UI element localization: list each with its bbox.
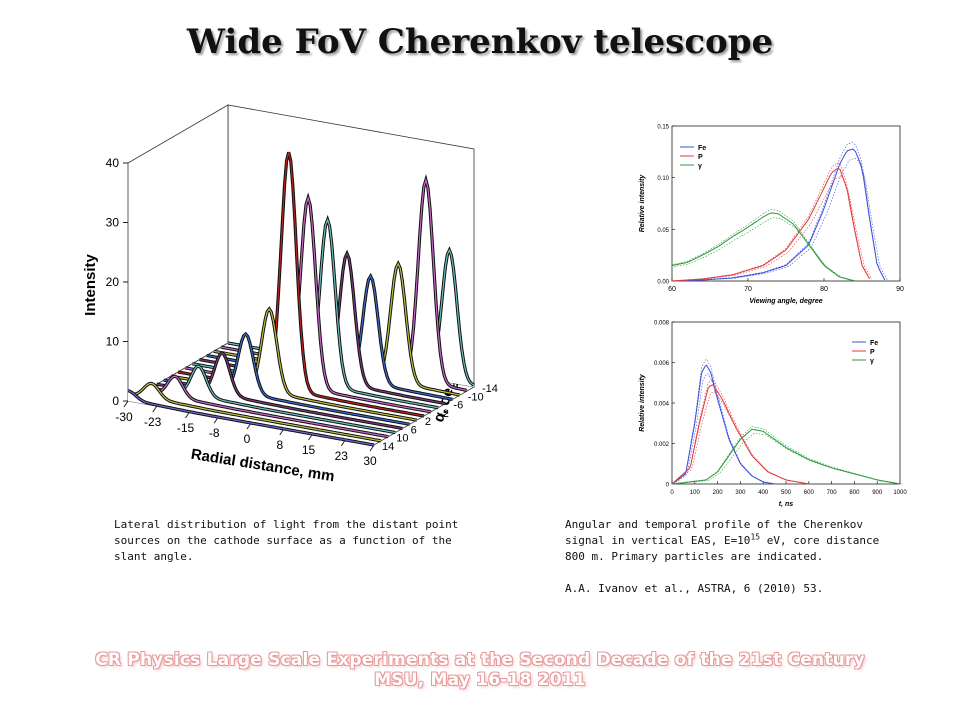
- z-axis-title: Intensity: [82, 254, 99, 316]
- legend-label: γ: [870, 358, 874, 365]
- x-tick-label: 200: [713, 490, 724, 496]
- z-tick-label: 30: [106, 216, 120, 230]
- y-tick-label: 0.05: [657, 228, 669, 234]
- z-tick-label: 0: [112, 394, 119, 408]
- y-tick-label: -10: [468, 391, 484, 403]
- legend-label: γ: [698, 163, 702, 170]
- z-tick-label: 20: [106, 275, 120, 289]
- y-tick-label: 0.002: [654, 442, 670, 448]
- z-tick-label: 10: [106, 335, 120, 349]
- series-line: [671, 212, 855, 282]
- temporal-profile-chart: 0 100 200 300 400 500 600 700 800 900 1000 0 0.002 0.…: [639, 321, 907, 509]
- y-tick-label: -6: [453, 400, 463, 412]
- x-tick-label: 800: [849, 490, 860, 496]
- ridge-fill: [156, 353, 403, 429]
- slide-title: Wide FoV Cherenkov telescope: [186, 22, 774, 62]
- x-tick-label: 900: [872, 490, 883, 496]
- x-tick-label: -23: [144, 415, 162, 429]
- y-tick-label: -14: [482, 383, 498, 395]
- x-tick-label: 1000: [893, 490, 907, 496]
- caption-part-2: eV, core distance 800 m. Primary particl…: [565, 534, 880, 563]
- x-tick-label: 70: [744, 286, 752, 293]
- legend-label: Fe: [870, 340, 878, 347]
- x-tick-label: 0: [244, 432, 251, 446]
- x-tick-label: 15: [302, 443, 316, 457]
- y-tick-label: 0.15: [657, 125, 669, 131]
- legend-label: P: [698, 154, 703, 161]
- series-band-lower: [674, 217, 857, 282]
- ridge-fill: [178, 152, 424, 417]
- x-tick-label: 80: [820, 286, 828, 293]
- x-tick-label: 90: [896, 286, 904, 293]
- x-tick-label: 60: [668, 286, 676, 293]
- x-tick-label: 700: [827, 490, 838, 496]
- legend-label: Fe: [698, 145, 706, 152]
- ridge-fill: [228, 250, 474, 387]
- z-tick-label: 40: [106, 156, 120, 170]
- y-tick-label: 6: [411, 424, 417, 436]
- legend-label: P: [870, 349, 875, 356]
- series-line: [671, 167, 871, 282]
- plot-frame: [671, 125, 901, 282]
- ridge-line: [134, 382, 382, 442]
- plot-frame: [671, 321, 901, 485]
- y-tick-label: 0.00: [657, 280, 669, 286]
- x-tick-label: 0: [670, 490, 674, 496]
- caption-text: Angular and temporal profile of the Cher…: [565, 517, 895, 565]
- ridge-fill: [185, 198, 432, 412]
- reference-citation: A.A. Ivanov et al., ASTRA, 6 (2010) 53.: [565, 582, 824, 595]
- ridge-line: [127, 390, 375, 446]
- x-tick-mark: [123, 400, 129, 408]
- caption-part-1: Angular and temporal profile of the Cher…: [565, 518, 864, 547]
- series-band-upper: [671, 142, 886, 282]
- y-tick-label: 0.006: [654, 361, 670, 367]
- conference-footer-date: MSU, May 16-18 2011: [374, 670, 586, 690]
- x-tick-label: 300: [735, 490, 746, 496]
- y-tick-label: 0: [666, 483, 670, 489]
- y-tick-label: -2: [439, 408, 449, 420]
- ridge-fill: [213, 263, 460, 396]
- y-tick-label: 2: [425, 416, 431, 428]
- x-axis-title: Viewing angle, degree: [749, 298, 822, 305]
- series-band-lower: [674, 158, 888, 282]
- x-axis-title: t, ns: [779, 501, 793, 508]
- series-line: [671, 364, 775, 485]
- series-line: [671, 384, 809, 485]
- conference-footer-title: CR Physics Large Scale Experiments at th…: [95, 650, 865, 670]
- x-tick-label: 600: [804, 490, 815, 496]
- x-tick-label: -8: [209, 426, 220, 440]
- y-tick-label: 0.10: [657, 176, 669, 182]
- series-line: [671, 148, 886, 282]
- x-tick-label: 500: [781, 490, 792, 496]
- x-tick-label: -30: [115, 410, 133, 424]
- x-tick-label: 400: [758, 490, 769, 496]
- x-tick-label: 100: [690, 490, 701, 496]
- ridge-line: [149, 365, 396, 434]
- x-tick-label: 30: [363, 454, 377, 468]
- series-line: [671, 428, 901, 485]
- x-tick-label: 23: [335, 449, 349, 463]
- series-band-upper: [671, 209, 855, 282]
- y-tick-label: 10: [396, 433, 408, 445]
- y-axis-title: Relative intensity: [639, 174, 646, 233]
- caption-lateral-distribution: Lateral distribution of light from the d…: [114, 518, 459, 563]
- angular-profile-chart: 60 70 80 90 0.00 0.05 0.10 0.15 Viewing angle, d…: [639, 125, 904, 306]
- caption-exponent: 15: [750, 532, 761, 542]
- ridge-line: [142, 375, 389, 438]
- caption-angular-temporal: Angular and temporal profile of the Cher…: [565, 517, 895, 597]
- x-tick-mark: [152, 405, 158, 413]
- y-axis-title: Relative intensity: [639, 373, 646, 432]
- y-tick-label: 0.008: [654, 321, 670, 327]
- y-tick-label: 14: [382, 441, 394, 453]
- x-tick-label: -15: [177, 421, 195, 435]
- x-tick-label: 8: [276, 438, 283, 452]
- y-tick-label: 0.004: [654, 402, 670, 408]
